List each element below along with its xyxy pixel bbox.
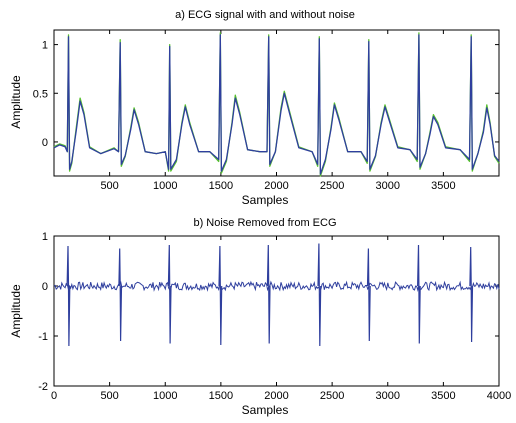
chart-b-spike xyxy=(167,244,172,344)
chart-a-ytick-label: 0 xyxy=(42,137,48,149)
chart-a-xtick-label: 2000 xyxy=(264,180,288,192)
chart-a-clean-line xyxy=(53,34,500,175)
chart-a-title: a) ECG signal with and without noise xyxy=(175,9,355,21)
chart-b-xtick-label: 1500 xyxy=(209,390,233,402)
chart-b-xtick-label: 1000 xyxy=(153,390,177,402)
chart-b-spike xyxy=(469,246,474,343)
chart-a-xtick-label: 500 xyxy=(100,180,118,192)
chart-b-xtick-label: 3500 xyxy=(431,390,455,402)
chart-b-xtick-label: 2000 xyxy=(264,390,288,402)
chart-a-xtick-label: 2500 xyxy=(320,180,344,192)
chart-b-spike xyxy=(118,248,123,342)
chart-a-xtick-label: 1500 xyxy=(209,180,233,192)
chart-b-spike xyxy=(417,244,421,344)
chart-b-xtick-label: 2500 xyxy=(320,390,344,402)
chart-b-noise-line xyxy=(53,280,500,292)
chart-b-xtick-label: 3000 xyxy=(376,390,400,402)
chart-b-xtick-label: 500 xyxy=(100,390,118,402)
chart-b-ytick-label: -2 xyxy=(38,381,48,393)
chart-a-xtick-label: 3000 xyxy=(376,180,400,192)
chart-a-xtick-label: 3500 xyxy=(431,180,455,192)
chart-b-ytick-label: -1 xyxy=(38,331,48,343)
chart-b-spike xyxy=(317,243,322,347)
chart-a-ylabel: Amplitude xyxy=(9,75,23,129)
chart-a-xtick-label: 1000 xyxy=(153,180,177,192)
chart-b-spike xyxy=(366,248,371,342)
chart-b-spike xyxy=(66,245,71,347)
chart-b-xlabel: Samples xyxy=(242,403,289,417)
chart-b-title: b) Noise Removed from ECG xyxy=(193,217,336,229)
chart-a-xlabel: Samples xyxy=(242,193,289,207)
chart-b-ytick-label: 0 xyxy=(42,281,48,293)
chart-b-spike xyxy=(266,244,271,344)
chart-b-xtick-label: 4000 xyxy=(487,390,511,402)
chart-a-ytick-label: 0.5 xyxy=(33,88,48,100)
chart-b: b) Noise Removed from ECG Samples Amplit… xyxy=(9,217,511,417)
chart-b-xtick-label: 0 xyxy=(51,390,57,402)
chart-a-ytick-label: 1 xyxy=(42,40,48,52)
chart-b-spike xyxy=(218,245,223,346)
chart-a: a) ECG signal with and without noise Sam… xyxy=(9,9,500,207)
chart-b-ylabel: Amplitude xyxy=(9,284,23,338)
chart-b-ytick-label: 1 xyxy=(42,231,48,243)
